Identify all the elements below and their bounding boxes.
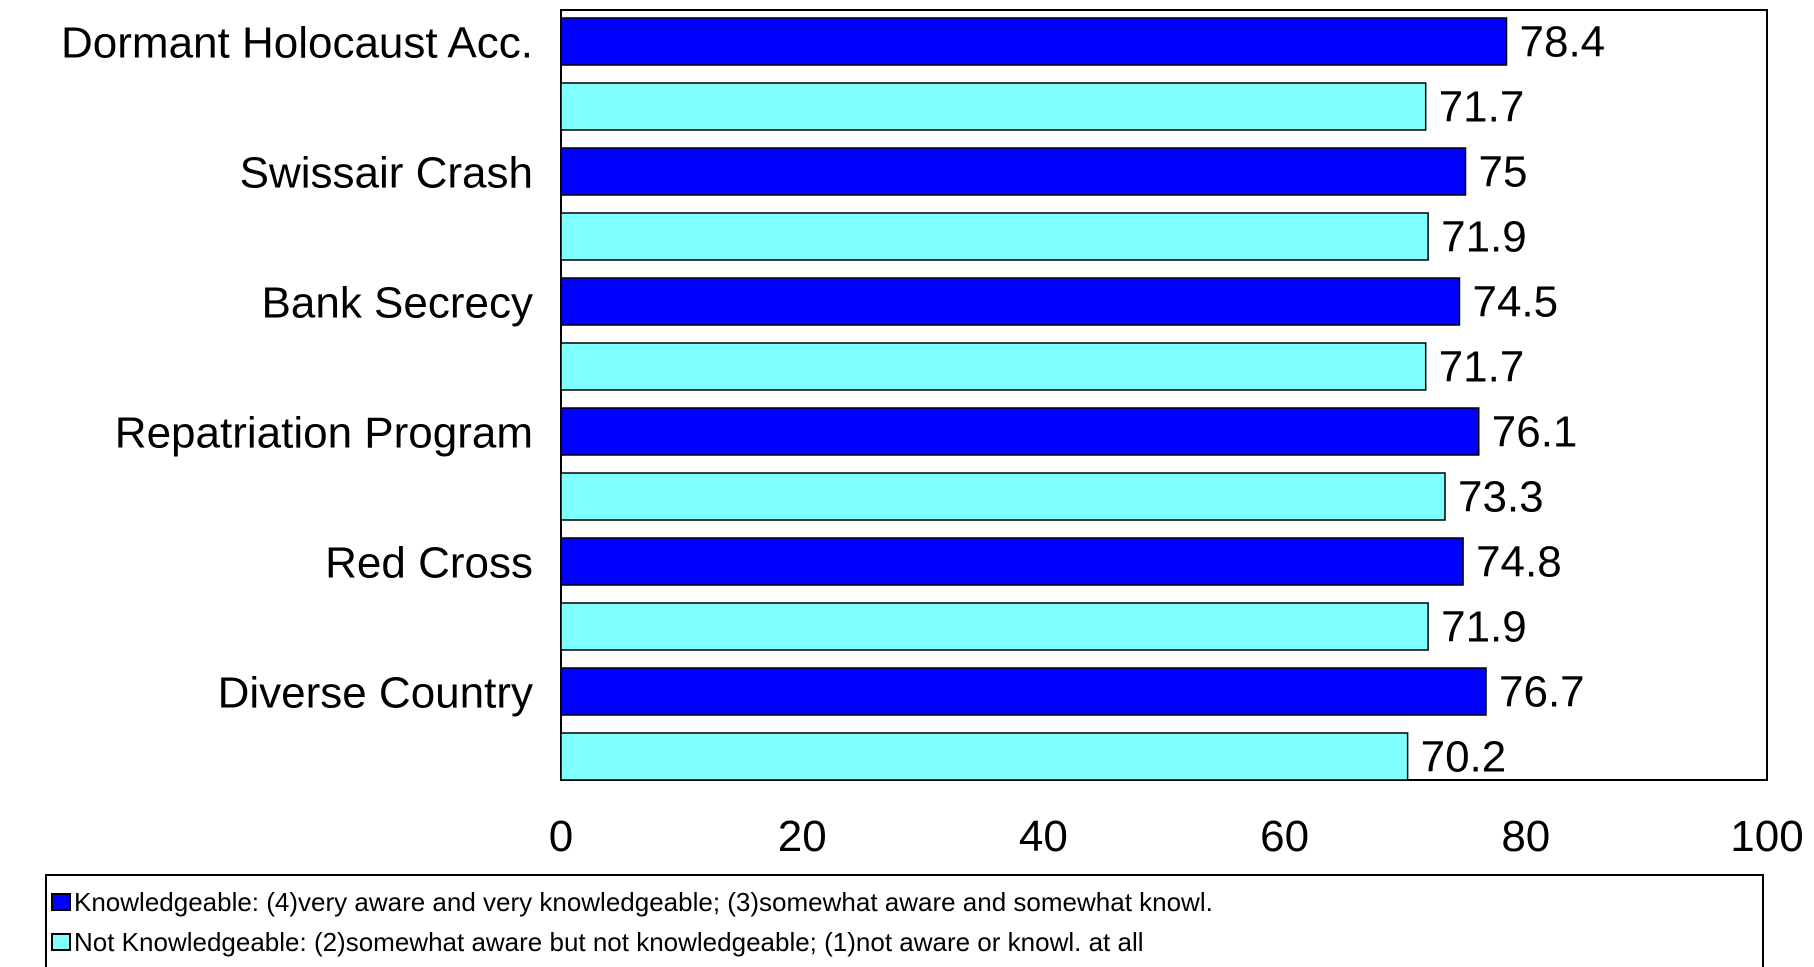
bar-swissair-crash-not-knowledgeable [560,212,1429,261]
value-label-diverse-country-knowledgeable: 76.7 [1499,668,1585,717]
value-label-repatriation-program-not-knowledgeable: 73.3 [1458,473,1544,522]
x-tick-label-40: 40 [1019,812,1068,861]
category-labels: Dormant Holocaust Acc. Swissair Crash Bank… [61,19,533,718]
category-label-dormant-holocaust-acc: Dormant Holocaust Acc. [61,19,533,68]
x-tick-label-0: 0 [549,812,573,861]
x-axis-ticks: 0 20 40 60 80 100 [549,812,1804,861]
category-label-diverse-country: Diverse Country [218,669,533,718]
value-label-swissair-crash-not-knowledgeable: 71.9 [1441,213,1527,262]
value-labels: 78.4 71.7 75 71.9 74.5 71.7 76.1 73.3 74.8 71.9 76… [1421,18,1606,782]
bar-red-cross-knowledgeable [560,537,1464,586]
bar-bank-secrecy-knowledgeable [560,277,1461,326]
x-tick-label-100: 100 [1730,812,1803,861]
value-label-dormant-holocaust-acc-knowledgeable: 78.4 [1520,18,1606,67]
legend-item-not-knowledgeable: Not Knowledgeable: (2)somewhat aware but… [47,922,1762,962]
value-label-diverse-country-not-knowledgeable: 70.2 [1421,733,1507,782]
bar-dormant-holocaust-acc-knowledgeable [560,17,1508,66]
bar-dormant-holocaust-acc-not-knowledgeable [560,82,1427,131]
bar-diverse-country-knowledgeable [560,667,1487,716]
value-label-bank-secrecy-not-knowledgeable: 71.7 [1439,343,1525,392]
category-label-repatriation-program: Repatriation Program [115,409,533,458]
value-label-repatriation-program-knowledgeable: 76.1 [1492,408,1578,457]
bar-repatriation-program-knowledgeable [560,407,1480,456]
bar-swissair-crash-knowledgeable [560,147,1467,196]
category-label-red-cross: Red Cross [325,539,533,588]
legend-label-not-knowledgeable: Not Knowledgeable: (2)somewhat aware but… [74,926,1144,957]
value-label-red-cross-not-knowledgeable: 71.9 [1441,603,1527,652]
value-label-red-cross-knowledgeable: 74.8 [1476,538,1562,587]
legend-label-knowledgeable: Knowledgeable: (4)very aware and very kn… [74,886,1213,917]
x-tick-label-60: 60 [1260,812,1309,861]
legend-swatch-knowledgeable [51,893,71,911]
value-label-swissair-crash-knowledgeable: 75 [1479,148,1528,197]
bars-group [560,17,1508,781]
bar-repatriation-program-not-knowledgeable [560,472,1446,521]
value-label-bank-secrecy-knowledgeable: 74.5 [1472,278,1558,327]
bar-diverse-country-not-knowledgeable [560,732,1409,781]
bar-bank-secrecy-not-knowledgeable [560,342,1427,391]
legend-item-knowledgeable: Knowledgeable: (4)very aware and very kn… [47,882,1762,922]
plot-area [560,9,1768,781]
x-tick-label-20: 20 [778,812,827,861]
legend-swatch-not-knowledgeable [51,933,71,951]
value-label-dormant-holocaust-acc-not-knowledgeable: 71.7 [1439,83,1525,132]
x-tick-label-80: 80 [1501,812,1550,861]
legend: Knowledgeable: (4)very aware and very kn… [45,874,1764,967]
bar-chart: Dormant Holocaust Acc. Swissair Crash Bank… [61,9,1804,861]
category-label-bank-secrecy: Bank Secrecy [262,279,533,328]
bar-red-cross-not-knowledgeable [560,602,1429,651]
category-label-swissair-crash: Swissair Crash [240,149,533,198]
